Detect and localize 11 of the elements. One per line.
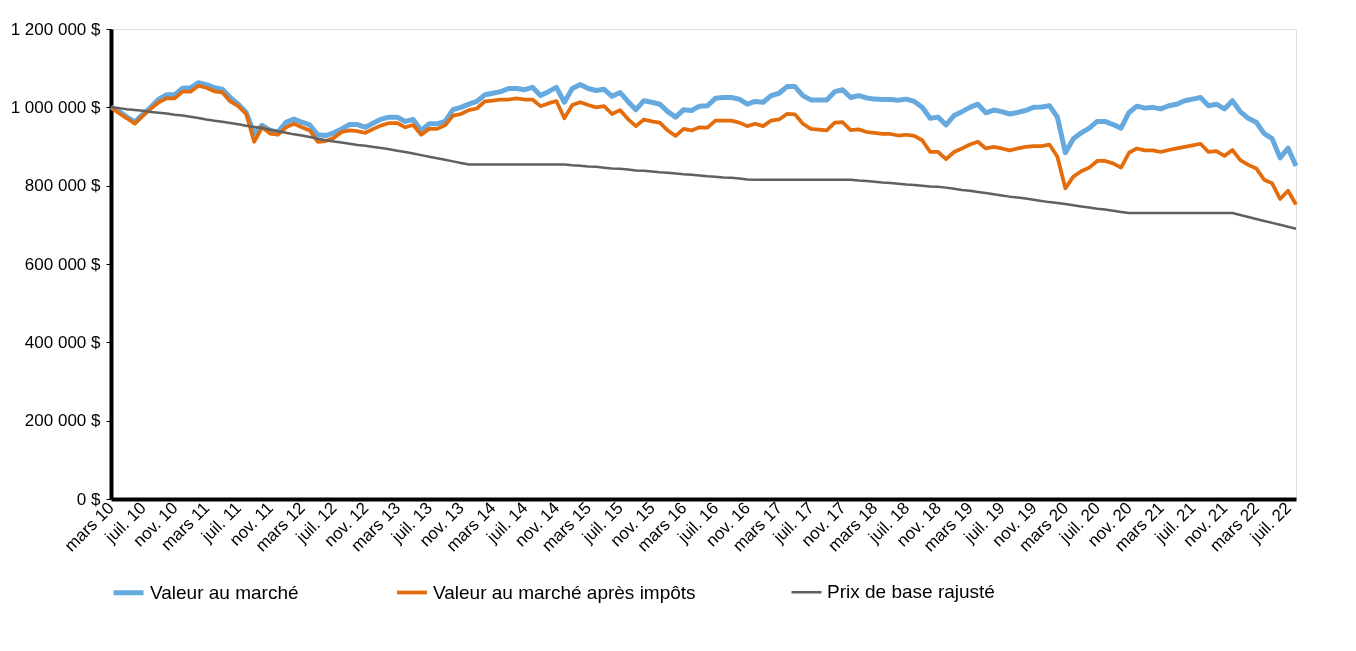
y-tick-label: 600 000 $ (24, 254, 102, 274)
line-series (109, 106, 1298, 230)
legend-label: Prix de base rajusté (827, 581, 995, 603)
line-series (109, 83, 1298, 207)
legend-label: Valeur au marché après impôts (433, 581, 696, 603)
y-tick-label: 800 000 $ (24, 176, 102, 196)
y-tick-label: 400 000 $ (24, 332, 102, 352)
y-tick-label: 200 000 $ (24, 411, 102, 431)
legend-label: Valeur au marché (150, 581, 299, 603)
y-tick-label: 1 200 000 $ (10, 19, 102, 39)
y-tick-label: 1 000 000 $ (10, 97, 102, 117)
